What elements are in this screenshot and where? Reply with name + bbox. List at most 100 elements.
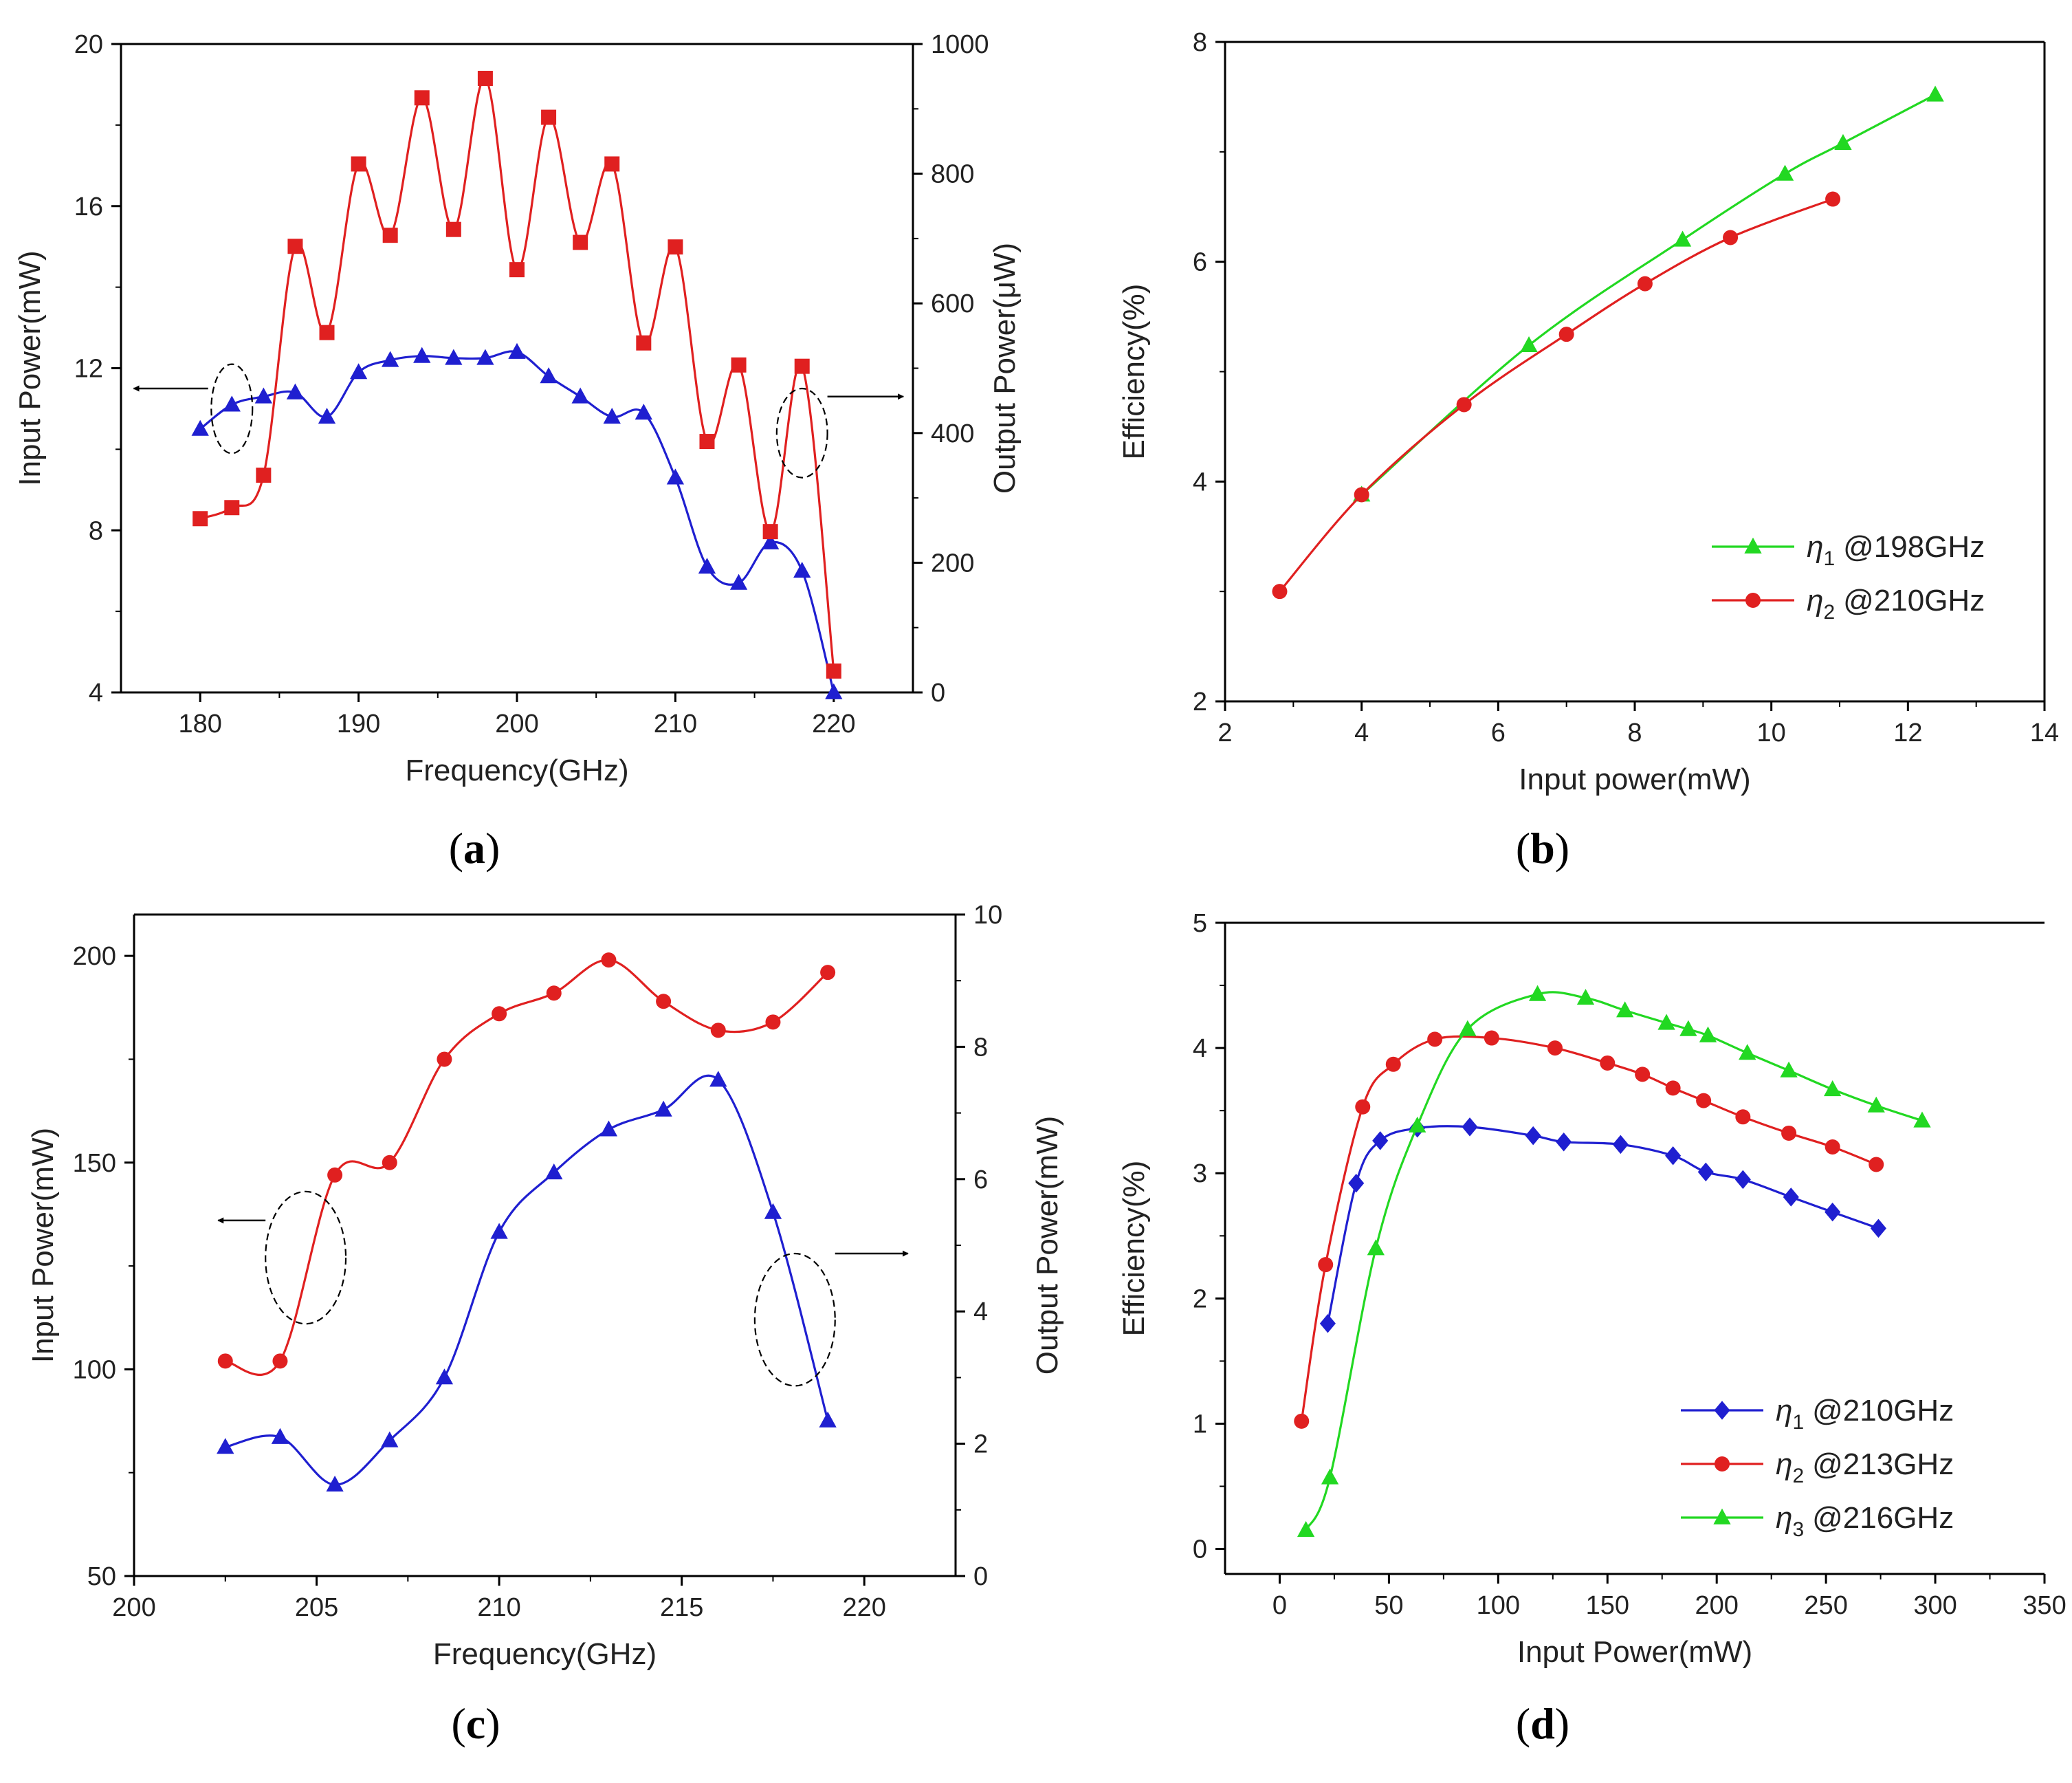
- y-tick-label: 6: [1193, 248, 1207, 277]
- data-point-blue: [286, 383, 305, 400]
- data-point-green: [1834, 133, 1852, 150]
- chart-panel-c: 200 205 210 215 220 50 100 150 200 0 2 4 6 8 10 Frequen…: [26, 901, 1064, 1748]
- data-point-red: [509, 262, 525, 278]
- data-point-red: [731, 357, 747, 373]
- panel-label-close: ): [1555, 824, 1569, 873]
- panel-label: (d): [1516, 1699, 1569, 1748]
- legend-marker: [1744, 537, 1762, 554]
- data-point-blue: [223, 395, 241, 412]
- series-line-blue: [225, 1074, 829, 1486]
- data-point-red: [1354, 487, 1369, 503]
- data-point-red: [1272, 584, 1288, 600]
- data-point-green: [1926, 85, 1944, 102]
- x-tick-label: 200: [112, 1593, 155, 1622]
- panel-label-letter: c: [466, 1699, 485, 1748]
- y-tick-label: 200: [73, 942, 116, 971]
- data-point-red: [382, 1155, 397, 1170]
- data-point-blue: [1348, 1174, 1365, 1193]
- data-point-red: [1825, 1139, 1840, 1155]
- y-right-tick-label: 0: [973, 1562, 988, 1591]
- legend-symbol: η: [1807, 530, 1823, 564]
- x-tick-label: 300: [1913, 1591, 1957, 1620]
- data-point-blue: [1319, 1314, 1336, 1333]
- legend-subscript: 2: [1792, 1465, 1804, 1487]
- y-tick-label: 50: [87, 1562, 116, 1591]
- legend-marker: [1715, 1456, 1730, 1472]
- y-tick-label: 2: [1193, 688, 1207, 717]
- data-point-red: [1637, 276, 1653, 292]
- data-point-green: [1616, 1001, 1634, 1018]
- data-point-green: [1520, 336, 1538, 353]
- data-point-red: [573, 234, 588, 250]
- data-point-green: [1867, 1096, 1885, 1113]
- x-tick-label: 215: [660, 1593, 703, 1622]
- data-point-blue: [603, 408, 621, 424]
- x-tick-label: 12: [1893, 719, 1922, 747]
- data-point-red: [765, 1014, 781, 1030]
- data-point-red: [256, 468, 272, 483]
- data-point-red: [1781, 1125, 1797, 1141]
- panel-label-close: ): [1555, 1699, 1569, 1748]
- data-point-blue: [793, 561, 811, 578]
- data-point-green: [1576, 989, 1595, 1005]
- panel-label: (a): [449, 824, 500, 873]
- y-tick-label: 2: [1193, 1284, 1207, 1313]
- y-tick-label: 8: [1193, 28, 1207, 57]
- data-point-blue: [508, 342, 526, 359]
- y-tick-label: 8: [89, 516, 103, 545]
- y-tick-label: 20: [74, 30, 103, 59]
- data-point-green: [1409, 1116, 1426, 1133]
- panel-label-open: (: [451, 1699, 465, 1748]
- y-right-axis-title: Output Power(mW): [1031, 1116, 1064, 1375]
- data-point-green: [1699, 1026, 1717, 1042]
- data-point-red: [601, 952, 617, 968]
- data-point-red: [217, 1353, 233, 1369]
- data-point-red: [820, 965, 836, 981]
- data-point-blue: [635, 404, 652, 420]
- data-point-red: [382, 228, 398, 243]
- chart-panel-d: 0 50 100 150 200 250 300 350 0 1 2 3 4 5 Input Power(m…: [1117, 909, 2067, 1748]
- data-point-blue: [1665, 1146, 1682, 1166]
- chart-panel-a: 180 190 200 210 2204812162002004006008001000…: [13, 30, 1022, 873]
- data-point-green: [1913, 1111, 1931, 1128]
- data-point-green: [1459, 1020, 1477, 1036]
- x-tick-label: 150: [1586, 1591, 1629, 1620]
- x-tick-label: 180: [178, 710, 221, 739]
- x-axis-title: Frequency(GHz): [405, 754, 628, 787]
- data-point-red: [1294, 1413, 1310, 1429]
- data-point-red: [445, 221, 461, 237]
- data-point-red: [224, 500, 240, 516]
- series-line-green: [1305, 991, 1923, 1531]
- data-point-red: [699, 434, 715, 450]
- data-point-green: [1297, 1521, 1315, 1538]
- panel-label-open: (: [1516, 824, 1530, 873]
- y-tick-label: 100: [73, 1355, 116, 1384]
- y-tick-label: 16: [74, 193, 103, 221]
- data-point-red: [604, 156, 620, 172]
- legend-subscript: 1: [1792, 1411, 1804, 1434]
- data-point-green: [1321, 1468, 1339, 1485]
- x-tick-label: 50: [1374, 1591, 1403, 1620]
- data-point-blue: [545, 1163, 563, 1180]
- legend-entry: η1 @210GHz: [1776, 1394, 1954, 1434]
- y-right-tick-label: 800: [931, 160, 974, 189]
- data-point-red: [1318, 1257, 1334, 1273]
- y-right-tick-label: 600: [931, 289, 974, 318]
- data-point-blue: [1525, 1126, 1541, 1146]
- series-line-red: [225, 959, 829, 1376]
- data-point-green: [1824, 1080, 1842, 1097]
- data-point-blue: [599, 1120, 618, 1137]
- legend-frequency: @213GHz: [1812, 1447, 1954, 1481]
- y-tick-label: 5: [1193, 909, 1207, 938]
- annotation-ellipse: [753, 1252, 836, 1387]
- legend-frequency: @210GHz: [1812, 1394, 1954, 1428]
- data-point-red: [1735, 1109, 1751, 1125]
- panel-label-letter: b: [1530, 824, 1555, 873]
- data-point-red: [1869, 1157, 1884, 1172]
- data-point-blue: [1697, 1162, 1714, 1182]
- x-tick-label: 100: [1477, 1591, 1520, 1620]
- y-tick-label: 150: [73, 1149, 116, 1178]
- data-point-blue: [729, 573, 748, 590]
